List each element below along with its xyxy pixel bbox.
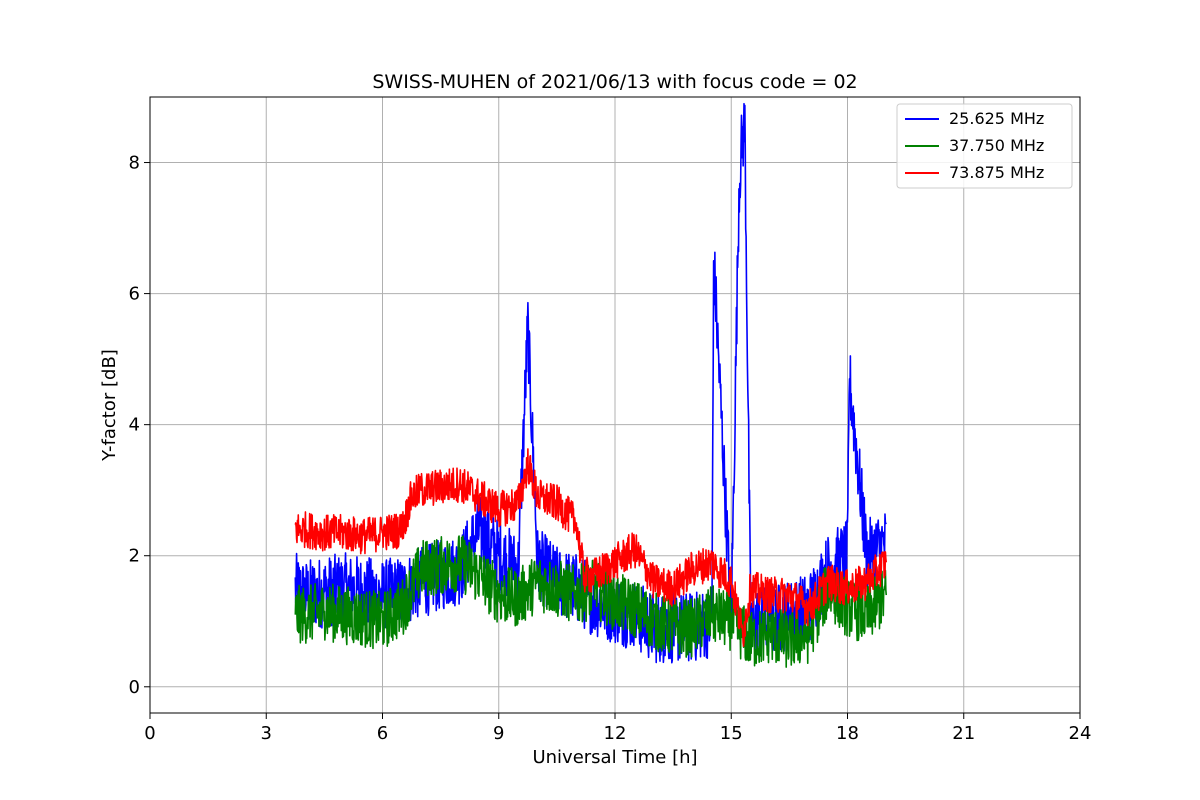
x-tick-label: 24 bbox=[1069, 723, 1092, 744]
legend-box bbox=[896, 103, 1073, 189]
series-layer bbox=[294, 102, 888, 668]
legend-label-25-625-mhz: 25.625 MHz bbox=[949, 109, 1044, 128]
x-tick-label: 9 bbox=[493, 723, 504, 744]
x-tick-label: 3 bbox=[261, 723, 272, 744]
series-line-73-875-mhz bbox=[294, 448, 888, 648]
y-tick-label: 8 bbox=[129, 153, 140, 174]
x-tick-label: 0 bbox=[144, 723, 155, 744]
x-tick-label: 18 bbox=[836, 723, 859, 744]
legend-label-73-875-mhz: 73.875 MHz bbox=[949, 163, 1044, 182]
x-axis-label: Universal Time [h] bbox=[532, 747, 697, 768]
x-tick-label: 15 bbox=[720, 723, 743, 744]
chart-title: SWISS-MUHEN of 2021/06/13 with focus cod… bbox=[372, 71, 857, 93]
y-tick-label: 2 bbox=[129, 546, 140, 567]
y-axis-label: Y-factor [dB] bbox=[99, 349, 120, 462]
x-tick-label: 6 bbox=[377, 723, 388, 744]
legend: 25.625 MHz 37.750 MHz 73.875 MHz bbox=[896, 103, 1073, 189]
y-tick-label: 0 bbox=[129, 677, 140, 698]
x-tick-label: 21 bbox=[952, 723, 975, 744]
legend-label-37-750-mhz: 37.750 MHz bbox=[949, 136, 1044, 155]
y-tick-label: 4 bbox=[129, 415, 140, 436]
x-tick-label: 12 bbox=[604, 723, 627, 744]
y-tick-label: 6 bbox=[129, 284, 140, 305]
